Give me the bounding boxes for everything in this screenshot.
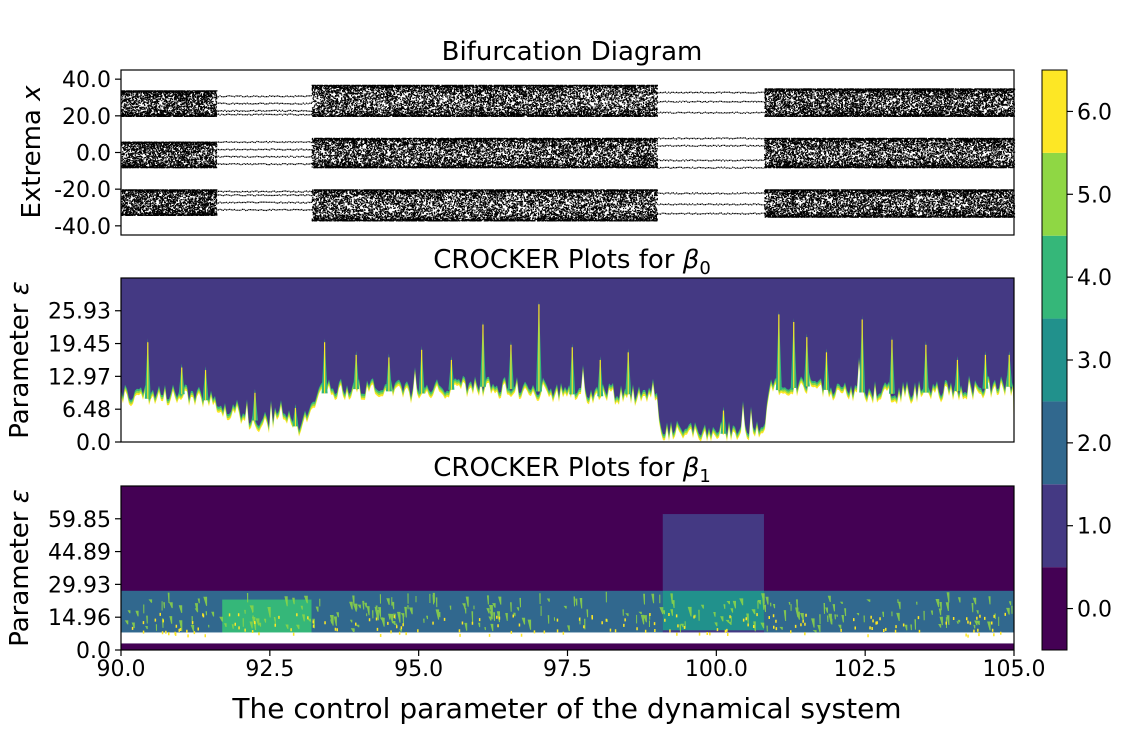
crocker-beta1-panel: CROCKER Plots for β1 0.0 14.96 29.93 44.89 5…	[5, 453, 1015, 664]
bifurcation-ylabel: Extrema x	[17, 85, 47, 219]
crocker-beta1-title: CROCKER Plots for β1	[433, 453, 711, 487]
colorbar-tick-label: 6.0	[1077, 100, 1112, 125]
crocker-beta1-region-5	[121, 632, 1014, 644]
colorbar-block	[1042, 401, 1067, 485]
colorbar-tick-label: 5.0	[1077, 183, 1112, 208]
chart2-ytick-label: 29.93	[48, 573, 111, 598]
x-tick-label: 105.0	[983, 657, 1046, 682]
x-tick-label: 92.5	[245, 657, 294, 682]
colorbar-block	[1042, 70, 1067, 153]
colorbar-block	[1042, 484, 1067, 568]
chart0-ytick-label: 40.0	[62, 68, 111, 93]
bifurcation-dots	[121, 84, 1016, 222]
colorbar-blocks	[1042, 70, 1067, 650]
colorbar-tick-label: 2.0	[1077, 432, 1112, 457]
chart1-ytick-label: 12.97	[48, 365, 111, 390]
x-tick-label: 95.0	[394, 657, 443, 682]
crocker-beta1-region-4	[662, 590, 764, 631]
colorbar: 0.0 1.0 2.0 3.0 4.0 5.0 6.0	[1041, 69, 1112, 651]
colorbar-tick-label: 0.0	[1077, 598, 1112, 623]
x-axis-ticks: 90.0 92.5 95.0 97.5 100.0 102.5 105.0	[97, 650, 1046, 682]
x-tick-label: 90.0	[97, 657, 146, 682]
crocker-beta1-ylabel: Parameter ε	[5, 489, 35, 647]
colorbar-tick-label: 3.0	[1077, 349, 1112, 374]
bifurcation-yticks: -40.0 -20.0 0.0 20.0 40.0	[54, 68, 121, 240]
colorbar-ticks: 0.0 1.0 2.0 3.0 4.0 5.0 6.0	[1067, 100, 1112, 623]
chart0-ytick-label: -40.0	[54, 215, 111, 240]
crocker-beta0-frame	[120, 277, 1015, 443]
x-axis-label: The control parameter of the dynamical s…	[231, 692, 901, 725]
bifurcation-points	[121, 84, 1016, 222]
x-tick-label: 97.5	[543, 657, 592, 682]
crocker-beta0-ylabel: Parameter ε	[5, 281, 35, 439]
chart0-ytick-label: -20.0	[54, 178, 111, 203]
crocker-beta0-heatmap	[121, 278, 1014, 442]
chart0-ytick-label: 0.0	[76, 142, 111, 167]
chart2-ytick-label: 59.85	[48, 508, 111, 533]
chart1-ytick-label: 0.0	[76, 431, 111, 456]
crocker-beta0-zero-region	[121, 363, 1014, 442]
x-tick-label: 102.5	[834, 657, 897, 682]
chart2-ytick-label: 14.96	[48, 606, 111, 631]
bifurcation-title: Bifurcation Diagram	[442, 37, 703, 67]
crocker-beta0-title: CROCKER Plots for β0	[433, 245, 711, 279]
bifurcation-panel: Bifurcation Diagram -40.0 -20.0 0.0 20.0 40.…	[17, 37, 1016, 240]
chart0-ytick-label: 20.0	[62, 105, 111, 130]
chart2-ytick-label: 0.0	[76, 639, 111, 664]
crocker-beta0-panel: CROCKER Plots for β0 0.0 6.48 12.97 19.45 25…	[5, 245, 1015, 456]
colorbar-block	[1042, 235, 1067, 319]
chart1-ytick-label: 19.45	[48, 333, 111, 358]
crocker-beta1-yticks: 0.0 14.96 29.93 44.89 59.85	[48, 508, 121, 664]
colorbar-tick-label: 1.0	[1077, 515, 1112, 540]
chart2-ytick-label: 44.89	[48, 541, 111, 566]
colorbar-block	[1042, 318, 1067, 402]
crocker-beta1-region-2	[222, 599, 312, 635]
chart1-ytick-label: 6.48	[62, 398, 111, 423]
chart1-ytick-label: 25.93	[48, 300, 111, 325]
colorbar-block	[1042, 567, 1067, 650]
colorbar-block	[1042, 152, 1067, 236]
x-tick-label: 100.0	[685, 657, 748, 682]
crocker-beta0-yticks: 0.0 6.48 12.97 19.45 25.93	[48, 300, 121, 456]
colorbar-tick-label: 4.0	[1077, 266, 1112, 291]
crocker-beta1-heatmap	[121, 486, 1014, 650]
